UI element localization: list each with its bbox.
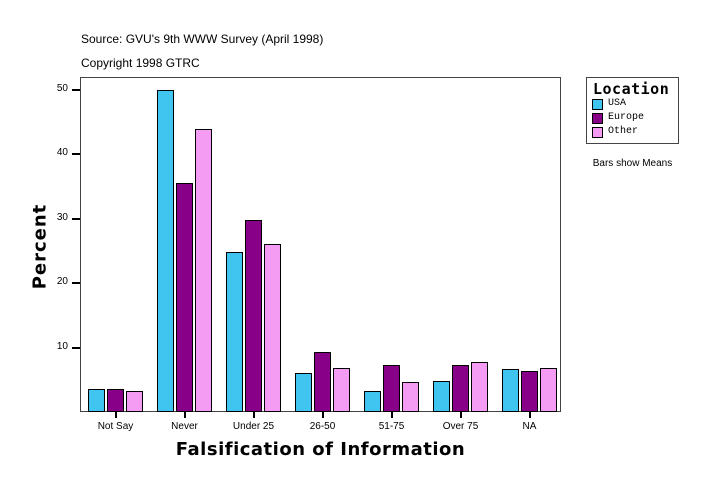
- y-tick-label: 20: [56, 276, 68, 287]
- x-tick-label: 51-75: [378, 421, 405, 432]
- bar-other: [126, 390, 143, 412]
- x-tick: [183, 412, 186, 418]
- x-tick-label: Under 25: [232, 421, 275, 432]
- legend-label: Other: [608, 126, 639, 137]
- bar-usa: [502, 368, 519, 412]
- bar-other: [402, 381, 419, 412]
- legend: Location USA Europe Other: [586, 77, 679, 144]
- bar-other: [333, 368, 350, 412]
- legend-label: Europe: [608, 112, 645, 123]
- x-tick: [390, 412, 393, 418]
- y-tick: [72, 346, 80, 349]
- bar-usa: [364, 390, 381, 412]
- y-tick-label: 40: [56, 147, 68, 158]
- y-tick: [72, 282, 80, 284]
- bar-europe: [245, 219, 262, 412]
- y-tick-label: 50: [56, 82, 68, 94]
- x-tick-label: Over 75: [442, 421, 479, 432]
- chart-source: Source: GVU's 9th WWW Survey (April 1998…: [81, 32, 324, 46]
- x-axis-title: Falsification of Information: [175, 439, 466, 460]
- bar-usa: [295, 373, 312, 412]
- bar-europe: [107, 388, 124, 412]
- bar-europe: [452, 364, 469, 412]
- x-tick: [528, 412, 531, 418]
- legend-swatch-usa: [592, 99, 603, 110]
- x-tick: [114, 412, 117, 418]
- bar-europe: [314, 352, 331, 412]
- bar-usa: [88, 388, 105, 412]
- y-tick: [72, 153, 80, 155]
- chart-copyright: Copyright 1998 GTRC: [81, 56, 200, 70]
- bar-other: [540, 368, 557, 412]
- bar-usa: [226, 252, 243, 412]
- y-tick: [72, 217, 80, 220]
- bar-usa: [433, 381, 450, 412]
- y-tick-label: 30: [56, 211, 68, 223]
- x-tick-label: Never: [171, 421, 198, 432]
- bar-europe: [521, 370, 538, 412]
- bar-europe: [176, 183, 193, 412]
- legend-swatch-other: [592, 127, 603, 138]
- legend-swatch-europe: [592, 113, 603, 124]
- x-tick: [459, 412, 462, 418]
- x-tick: [252, 412, 255, 418]
- y-tick-label: 10: [56, 340, 68, 352]
- x-tick: [321, 412, 324, 418]
- bar-other: [471, 361, 488, 412]
- bar-other: [195, 128, 212, 412]
- legend-title: Location: [593, 80, 670, 98]
- x-tick-label: Not Say: [97, 421, 134, 432]
- legend-label: USA: [608, 98, 627, 109]
- bar-usa: [157, 89, 174, 412]
- x-tick-label: 26-50: [309, 421, 336, 432]
- legend-note: Bars show Means: [592, 158, 673, 169]
- x-tick-label: NA: [522, 421, 537, 432]
- y-tick: [72, 88, 80, 91]
- bar-europe: [383, 364, 400, 412]
- bar-other: [264, 244, 281, 412]
